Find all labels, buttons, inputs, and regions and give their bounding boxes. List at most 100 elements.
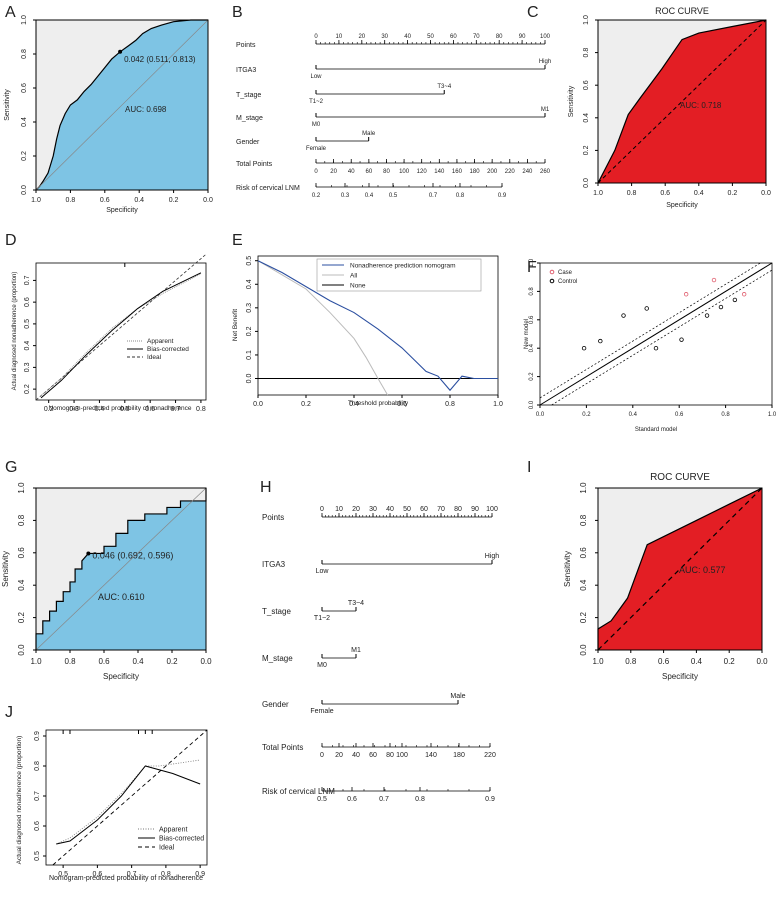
legend-swatch bbox=[549, 278, 555, 284]
control-point bbox=[704, 313, 710, 318]
case-point bbox=[741, 292, 747, 297]
legend-label: Bias-corrected bbox=[159, 836, 204, 843]
x-tick-label: 0.0 bbox=[756, 657, 768, 666]
nomogram-tick-label: 40 bbox=[404, 34, 411, 40]
nomogram-level-label: High bbox=[485, 553, 500, 560]
x-tick-label: 0.8 bbox=[196, 406, 206, 413]
control-point bbox=[732, 297, 738, 303]
y-tick-label: 0.8 bbox=[579, 514, 588, 526]
nomogram-row-label: ITGA3 bbox=[262, 560, 286, 569]
case-point bbox=[683, 292, 689, 297]
nomogram-row-label: Total Points bbox=[236, 161, 273, 168]
x-axis-label: Standard model bbox=[635, 427, 677, 433]
roc-curve bbox=[35, 488, 207, 650]
plot-frame bbox=[35, 262, 207, 401]
x-tick-label: 0.0 bbox=[761, 190, 771, 197]
y-tick-label: 0.8 bbox=[529, 287, 535, 296]
panel-letter-E: E bbox=[232, 232, 243, 249]
apparent-line bbox=[56, 759, 201, 845]
y-tick-label: 0.6 bbox=[17, 547, 26, 559]
x-tick-label: 0.8 bbox=[721, 412, 730, 418]
nomogram-tick-label: 60 bbox=[450, 34, 457, 40]
nomogram-tick-label: 100 bbox=[540, 34, 551, 40]
nomogram-tick-label: 70 bbox=[473, 34, 480, 40]
ideal-line bbox=[52, 729, 208, 866]
nomogram-tick-label: 50 bbox=[427, 34, 434, 40]
y-axis-label: Sensitivity bbox=[563, 551, 572, 587]
legend-label: Bias-corrected bbox=[147, 346, 189, 353]
nomogram-tick-label: 220 bbox=[505, 169, 516, 175]
control-point bbox=[679, 337, 684, 342]
nomogram-tick-label: 80 bbox=[386, 752, 394, 759]
roc-frame bbox=[35, 19, 209, 191]
nomogram-tick-label: 0.4 bbox=[365, 193, 374, 199]
y-tick-label: 0.6 bbox=[579, 547, 588, 559]
y-axis-label: Sensitivity bbox=[568, 85, 575, 117]
x-tick-label: 0.6 bbox=[98, 657, 110, 666]
nomogram-tick-label: 30 bbox=[381, 34, 388, 40]
y-tick-label: 0.2 bbox=[583, 145, 590, 155]
y-tick-label: 0.0 bbox=[583, 178, 590, 188]
auc-label: AUC: 0.577 bbox=[679, 565, 726, 575]
x-tick-label: 0.3 bbox=[69, 406, 79, 413]
y-axis-label: Actual diagnosed nonadherence (proportio… bbox=[16, 736, 23, 865]
x-tick-label: 0.4 bbox=[629, 412, 638, 418]
nomogram-row-label: Risk of cervical LNM bbox=[262, 787, 335, 796]
legend-label: Apparent bbox=[147, 338, 174, 345]
nomogram-tick-label: 20 bbox=[335, 752, 343, 759]
panel-letter-F: F bbox=[527, 259, 537, 276]
cutoff-label: 0.046 (0.692, 0.596) bbox=[92, 550, 173, 560]
nomogram-tick-label: 30 bbox=[369, 506, 377, 513]
y-tick-label: 0.6 bbox=[24, 297, 31, 307]
y-axis-label: Sensitivity bbox=[4, 89, 11, 121]
x-tick-label: 0.9 bbox=[195, 871, 205, 878]
x-tick-label: 0.4 bbox=[691, 657, 703, 666]
x-tick-label: 0.0 bbox=[253, 401, 263, 408]
y-tick-label: 1.0 bbox=[529, 258, 535, 267]
y-tick-label: 0.4 bbox=[17, 579, 26, 591]
x-tick-label: 0.4 bbox=[132, 657, 144, 666]
nomogram-tick-label: 80 bbox=[383, 169, 390, 175]
legend-label: Ideal bbox=[147, 354, 162, 361]
x-tick-label: 0.7 bbox=[171, 406, 181, 413]
nomogram-tick-label: 60 bbox=[420, 506, 428, 513]
confidence-band-line bbox=[551, 269, 773, 406]
x-tick-label: 0.2 bbox=[169, 197, 179, 204]
y-tick-label: 0.7 bbox=[24, 275, 31, 285]
control-point bbox=[621, 313, 626, 318]
case-point bbox=[711, 277, 717, 283]
y-tick-label: 0.0 bbox=[17, 644, 26, 656]
nomogram-tick-label: 140 bbox=[425, 752, 437, 759]
nomogram-tick-label: 10 bbox=[336, 34, 343, 40]
nomogram-row-label: ITGA3 bbox=[236, 67, 256, 74]
identity-line bbox=[539, 262, 773, 406]
nomogram-tick-label: 0.9 bbox=[485, 796, 495, 803]
x-axis-label: Nomogram-predicted probability of nonadh… bbox=[49, 875, 203, 882]
x-tick-label: 0.0 bbox=[536, 412, 545, 418]
nomogram-tick-label: 80 bbox=[454, 506, 462, 513]
x-tick-label: 1.0 bbox=[768, 412, 777, 418]
y-axis-label: New model bbox=[524, 319, 530, 349]
plot-frame bbox=[45, 729, 208, 866]
y-tick-label: 0.9 bbox=[34, 731, 41, 741]
roc-frame bbox=[597, 19, 767, 184]
x-axis-label: Specificity bbox=[666, 202, 698, 209]
nomogram-tick-label: 20 bbox=[358, 34, 365, 40]
x-tick-label: 1.0 bbox=[493, 401, 503, 408]
nomogram-line bbox=[257, 260, 498, 392]
nomogram-level-label: Low bbox=[316, 568, 330, 575]
y-tick-label: 0.0 bbox=[529, 400, 535, 409]
y-tick-label: 0.7 bbox=[34, 791, 41, 801]
y-tick-label: 1.0 bbox=[17, 482, 26, 494]
nomogram-tick-label: 40 bbox=[386, 506, 394, 513]
bias-corrected-line bbox=[40, 272, 202, 399]
x-tick-label: 0.2 bbox=[582, 412, 591, 418]
y-tick-label: 0.0 bbox=[21, 185, 28, 195]
legend-label: Ideal bbox=[159, 845, 175, 852]
x-tick-label: 0.6 bbox=[145, 406, 155, 413]
y-tick-label: 0.5 bbox=[24, 319, 31, 329]
nomogram-tick-label: 90 bbox=[471, 506, 479, 513]
x-tick-label: 0.4 bbox=[134, 197, 144, 204]
y-tick-label: 0.6 bbox=[529, 315, 535, 324]
